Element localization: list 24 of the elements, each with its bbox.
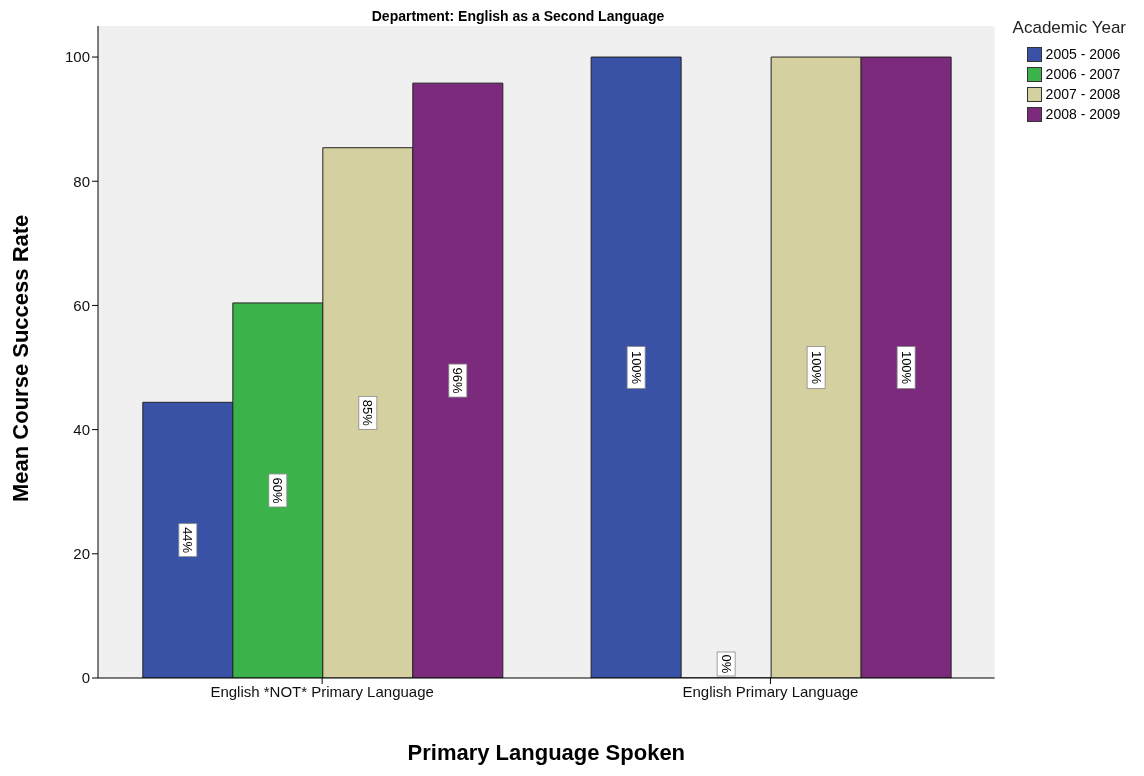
y-tick-label: 100 bbox=[64, 48, 90, 66]
y-tick-label: 0 bbox=[81, 669, 90, 687]
y-tick-label: 40 bbox=[73, 420, 90, 438]
legend-label: 2007 - 2008 bbox=[1045, 86, 1121, 102]
x-tick-label: English *NOT* Primary Language bbox=[210, 682, 434, 700]
y-tick-label: 20 bbox=[73, 545, 90, 563]
data-label: 60% bbox=[270, 477, 286, 504]
data-label: 100% bbox=[898, 350, 914, 385]
y-tick-label: 80 bbox=[73, 172, 90, 190]
legend-label: 2008 - 2009 bbox=[1045, 106, 1121, 122]
x-axis-title: Primary Language Spoken bbox=[407, 740, 686, 765]
legend-label: 2006 - 2007 bbox=[1045, 66, 1121, 82]
data-label: 44% bbox=[180, 527, 196, 554]
legend-label: 2005 - 2006 bbox=[1045, 46, 1121, 62]
data-label: 0% bbox=[718, 654, 734, 674]
legend-title: Academic Year bbox=[1012, 18, 1126, 38]
data-label: 100% bbox=[628, 350, 644, 385]
data-label: 85% bbox=[360, 399, 376, 427]
y-axis-title: Mean Course Success Rate bbox=[7, 214, 33, 502]
data-label: 100% bbox=[808, 350, 824, 385]
y-tick-label: 60 bbox=[73, 296, 90, 314]
x-tick-label: English Primary Language bbox=[682, 682, 859, 700]
chart-title: Department: English as a Second Language bbox=[370, 8, 666, 24]
data-label: 96% bbox=[450, 367, 466, 395]
